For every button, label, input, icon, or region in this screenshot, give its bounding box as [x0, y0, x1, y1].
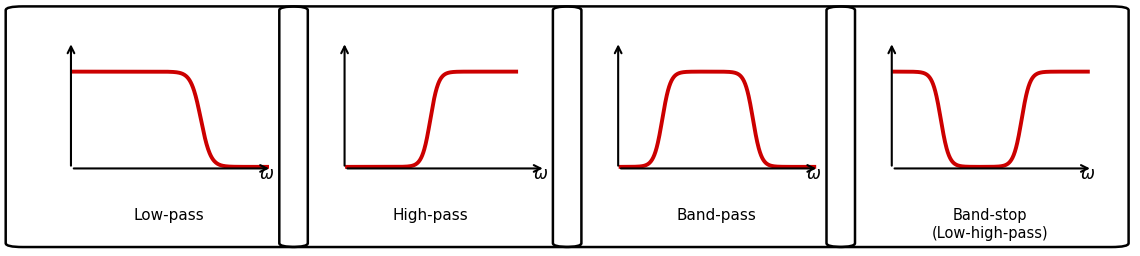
Text: Band-stop
(Low-high-pass): Band-stop (Low-high-pass) [931, 208, 1048, 241]
Text: ω: ω [1081, 165, 1094, 183]
Text: ω: ω [534, 165, 547, 183]
Text: Low-pass: Low-pass [133, 208, 204, 223]
Text: ω: ω [260, 165, 274, 183]
Text: High-pass: High-pass [392, 208, 469, 223]
Text: ω: ω [807, 165, 821, 183]
Text: Band-pass: Band-pass [676, 208, 756, 223]
